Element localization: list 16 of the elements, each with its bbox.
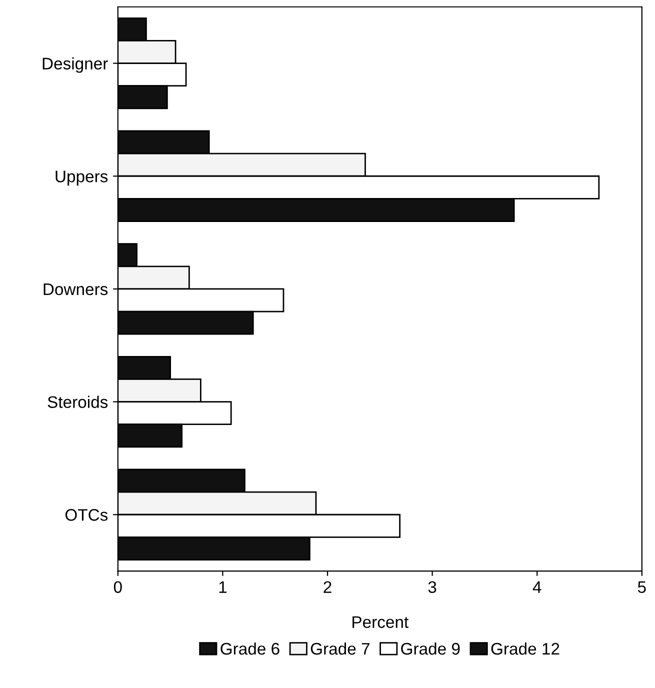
y-tick-label: Downers — [44, 284, 108, 296]
y-tick-label: Uppers — [56, 170, 108, 186]
legend-label: Grade 12 — [491, 642, 560, 655]
x-tick-label: 1 — [219, 581, 227, 593]
y-tick-label: Designer — [42, 57, 108, 73]
y-tick-label: Steroids — [48, 396, 108, 408]
legend-label: Grade 6 — [220, 642, 280, 655]
legend-label: Grade 7 — [310, 642, 370, 655]
x-tick-label: 4 — [532, 581, 542, 593]
y-tick-label: OTCs — [65, 509, 108, 521]
x-tick-label: 0 — [114, 581, 122, 594]
x-axis-title: Percent — [352, 616, 408, 628]
legend-label: Grade 9 — [401, 642, 460, 655]
x-tick-label: 2 — [324, 581, 332, 593]
x-tick-label: 3 — [428, 581, 436, 594]
x-tick-label: 5 — [638, 581, 646, 594]
